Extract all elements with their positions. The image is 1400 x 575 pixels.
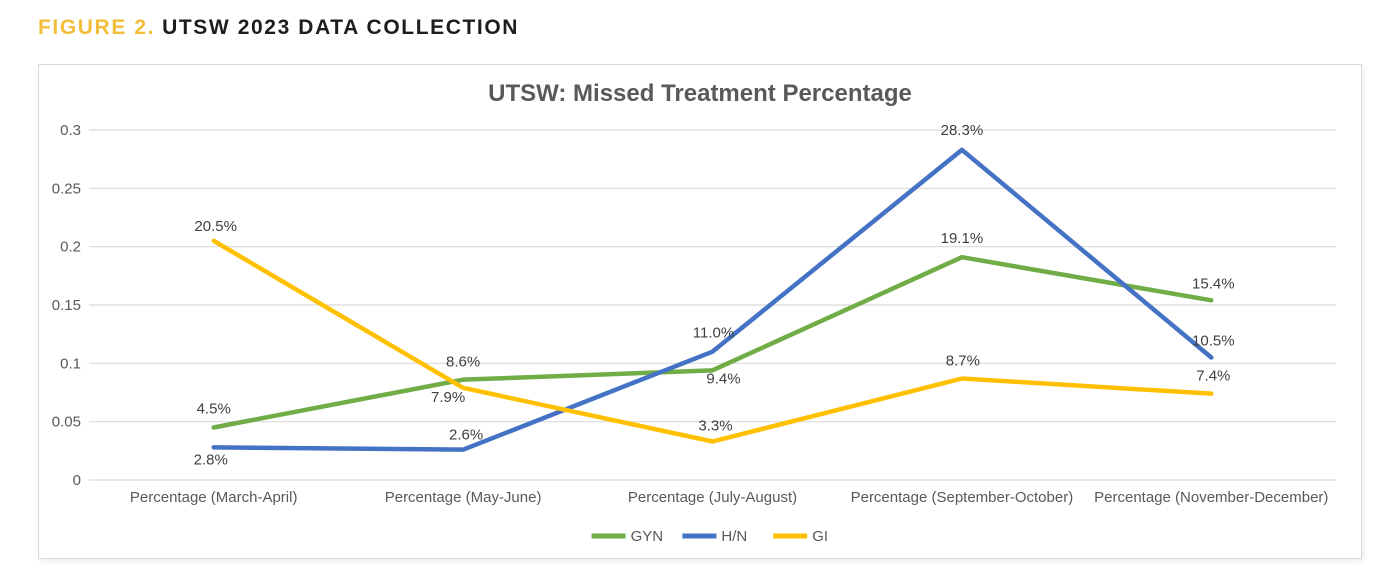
legend-item-gyn: GYN — [591, 528, 664, 545]
data-label-gyn: 19.1% — [941, 230, 984, 247]
line-chart: 0 0.05 0.1 0.15 0.2 0.25 0.3 Percentage (March-… — [52, 122, 1336, 545]
data-label-hn: 10.5% — [1192, 333, 1235, 350]
series-line-gyn — [211, 254, 1214, 430]
figure-header: FIGURE 2. UTSW 2023 DATA COLLECTION — [38, 16, 519, 40]
x-axis-category-label: Percentage (September-October) — [851, 489, 1074, 506]
y-axis-tick-label: 0.2 — [60, 239, 81, 256]
chart-title: UTSW: Missed Treatment Percentage — [488, 80, 912, 107]
legend-label: GI — [812, 528, 828, 545]
x-axis-category-label: Percentage (July-August) — [628, 489, 797, 506]
data-label-gyn: 8.6% — [446, 354, 480, 371]
data-label-gyn: 15.4% — [1192, 275, 1235, 292]
figure-title: UTSW 2023 DATA COLLECTION — [162, 16, 520, 39]
y-axis-tick-label: 0.1 — [60, 355, 81, 372]
y-axis-tick-label: 0.05 — [52, 414, 81, 431]
legend-item-gi: GI — [773, 528, 828, 545]
chart-container: UTSW: Missed Treatment Percentage 0 0.05 0… — [38, 64, 1362, 559]
figure-number-label: FIGURE 2. — [38, 16, 156, 39]
x-axis-category-label: Percentage (May-June) — [385, 489, 542, 506]
data-label-gi: 7.4% — [1196, 368, 1230, 385]
legend-label: H/N — [721, 528, 747, 545]
data-label-gyn: 9.4% — [706, 370, 740, 387]
data-label-gi: 8.7% — [946, 353, 980, 370]
series-line-gi — [211, 238, 1214, 444]
x-axis-category-label: Percentage (March-April) — [130, 489, 298, 506]
series-line-hn — [211, 147, 1214, 452]
y-axis-tick-label: 0.15 — [52, 297, 81, 314]
legend-label: GYN — [631, 528, 664, 545]
y-axis-tick-label: 0 — [73, 472, 81, 489]
legend-item-hn: H/N — [682, 528, 747, 545]
data-label-gi: 7.9% — [431, 389, 465, 406]
data-label-gi: 3.3% — [698, 418, 732, 435]
data-label-hn: 11.0% — [693, 325, 734, 342]
y-axis-tick-label: 0.25 — [52, 180, 81, 197]
y-axis-tick-label: 0.3 — [60, 122, 81, 139]
data-label-hn: 2.8% — [194, 451, 228, 468]
data-label-hn: 2.6% — [449, 427, 483, 444]
x-axis-category-label: Percentage (November-December) — [1094, 489, 1328, 506]
data-label-gi: 20.5% — [194, 218, 237, 235]
data-label-gyn: 4.5% — [197, 401, 231, 418]
data-label-hn: 28.3% — [941, 122, 984, 139]
